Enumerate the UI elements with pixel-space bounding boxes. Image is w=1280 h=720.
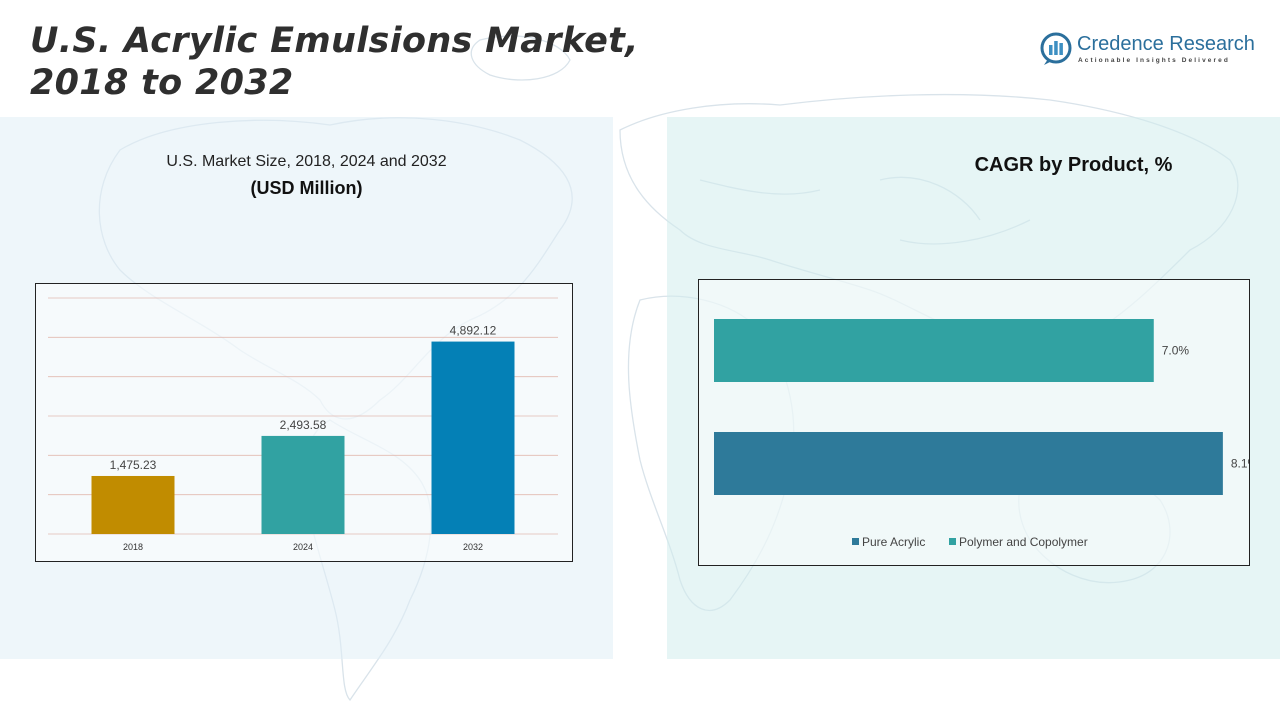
market-size-chart-frame: 1,475.23 2018 2,493.58 2024 4,892.12 2032 — [35, 283, 573, 562]
title-line-1: U.S. Acrylic Emulsions Market, — [30, 21, 639, 61]
data-label-2018: 1,475.23 — [110, 458, 157, 472]
market-size-subtitle: U.S. Market Size, 2018, 2024 and 2032 — [166, 153, 447, 170]
legend-label-pure-acrylic: Pure Acrylic — [862, 535, 925, 549]
logo-tagline: Actionable Insights Delivered — [1078, 57, 1230, 64]
logo-name: Credence Research — [1077, 33, 1255, 55]
cagr-horizontal-bar-chart: 7.0% 8.1% Pure Acrylic Polymer and Copolyme… — [714, 319, 1259, 549]
credence-research-logo: Credence Research Actionable Insights De… — [1040, 30, 1260, 70]
bar-2024 — [261, 435, 345, 534]
x-tick-label-2024: 2024 — [293, 542, 313, 552]
market-size-panel: U.S. Market Size, 2018, 2024 and 2032 (U… — [0, 117, 613, 659]
legend-swatch-pure-acrylic — [852, 538, 859, 545]
cagr-panel: CAGR by Product, % 7.0% 8.1% Pure Acrylic P… — [667, 117, 1280, 659]
market-size-unit: (USD Million) — [250, 178, 363, 198]
data-label-polymer-and-copolymer: 7.0% — [1162, 344, 1190, 358]
cagr-chart-frame: 7.0% 8.1% Pure Acrylic Polymer and Copolyme… — [698, 279, 1259, 566]
bar-2032 — [431, 341, 515, 534]
title-line-2: 2018 to 2032 — [30, 63, 294, 103]
logo-bar-chart-icon — [1040, 32, 1072, 65]
data-label-2032: 4,892.12 — [450, 324, 497, 338]
x-tick-label-2018: 2018 — [123, 542, 143, 552]
x-tick-label-2032: 2032 — [463, 542, 483, 552]
bar-2018 — [91, 475, 175, 534]
data-label-pure-acrylic: 8.1% — [1231, 457, 1249, 471]
bar-polymer-and-copolymer — [714, 319, 1154, 382]
legend-label-polymer-and-copolymer: Polymer and Copolymer — [959, 535, 1088, 549]
page-title: U.S. Acrylic Emulsions Market, 2018 to 2… — [30, 20, 639, 104]
data-label-2024: 2,493.58 — [280, 418, 327, 432]
bar-pure-acrylic — [714, 432, 1223, 495]
cagr-chart-title: CAGR by Product, % — [974, 154, 1173, 176]
market-size-bar-chart: 1,475.23 2018 2,493.58 2024 4,892.12 2032 — [48, 297, 558, 552]
legend-swatch-polymer-and-copolymer — [949, 538, 956, 545]
